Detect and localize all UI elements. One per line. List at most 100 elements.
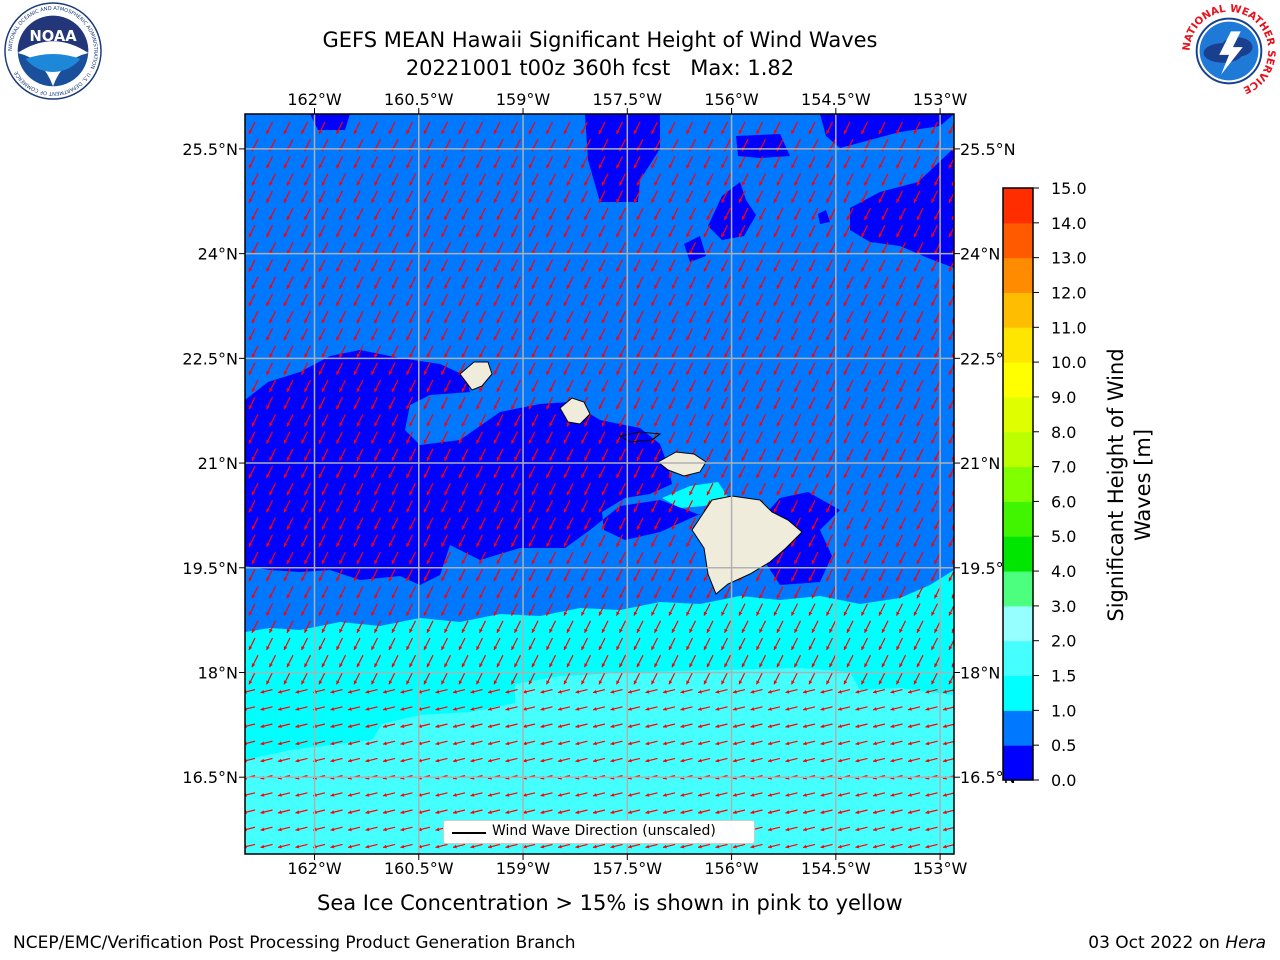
wind-arrow	[513, 207, 522, 221]
wind-arrow	[758, 482, 767, 496]
wind-arrow	[741, 654, 749, 668]
wind-arrow	[286, 517, 294, 530]
x-tick-label-bottom: 159°W	[496, 859, 551, 878]
wind-arrow	[505, 809, 518, 815]
wind-arrow	[580, 224, 589, 238]
wind-arrow	[855, 757, 868, 763]
wind-arrow	[440, 603, 449, 616]
wind-arrow	[913, 328, 921, 341]
wind-arrow	[790, 672, 799, 685]
wind-arrow	[528, 328, 536, 341]
wind-arrow	[685, 637, 694, 651]
wind-arrow	[248, 293, 256, 307]
wind-arrow	[370, 224, 379, 238]
wind-arrow	[662, 757, 676, 763]
wind-arrow	[680, 792, 693, 797]
wind-arrow	[347, 723, 361, 729]
wind-arrow	[898, 345, 907, 358]
wind-arrow	[618, 482, 627, 496]
wind-arrow	[440, 328, 449, 341]
wind-arrow	[685, 190, 694, 204]
wind-arrow	[863, 345, 872, 358]
wind-arrow	[758, 276, 767, 290]
wind-arrow	[318, 465, 326, 479]
wind-arrow	[598, 465, 606, 479]
wind-arrow	[860, 568, 869, 582]
wind-arrow	[633, 672, 641, 685]
wind-arrow	[773, 431, 781, 444]
wind-arrow	[513, 345, 522, 358]
wind-arrow	[286, 586, 294, 599]
wind-arrow	[382, 706, 396, 711]
wind-arrow	[260, 723, 273, 729]
wind-arrow	[265, 156, 274, 169]
wind-arrow	[715, 689, 728, 694]
wind-arrow	[338, 276, 347, 290]
wind-arrow	[505, 689, 518, 694]
wind-arrow	[688, 586, 697, 599]
wind-arrow	[440, 362, 449, 376]
wind-arrow	[846, 379, 854, 393]
wind-arrow	[335, 637, 344, 651]
wind-arrow	[610, 809, 623, 815]
wind-arrow	[776, 310, 784, 324]
wind-arrow	[356, 345, 364, 358]
wind-arrow	[592, 689, 606, 694]
wind-arrow	[706, 448, 714, 462]
wind-arrow	[650, 293, 659, 307]
wind-arrow	[650, 259, 659, 272]
wind-arrow	[443, 379, 452, 393]
wind-arrow	[767, 723, 781, 729]
wind-arrow	[758, 620, 767, 634]
wind-arrow	[790, 190, 799, 204]
ocean-low-region-ne4	[818, 210, 830, 224]
wind-arrow	[825, 224, 834, 238]
wind-arrow	[400, 809, 413, 815]
wind-arrow	[685, 121, 694, 135]
wind-arrow	[942, 826, 954, 832]
wind-arrow	[738, 603, 746, 616]
wind-arrow	[583, 414, 592, 427]
wind-arrow	[723, 276, 732, 290]
wind-arrow	[510, 431, 519, 444]
wind-arrow	[248, 362, 256, 376]
wind-arrow	[872, 689, 886, 694]
wind-arrow	[948, 569, 954, 582]
wind-arrow	[335, 156, 344, 169]
wind-arrow	[423, 121, 431, 135]
colorbar-label-line2: Waves [m]	[1131, 429, 1155, 541]
wind-arrow	[391, 654, 399, 668]
wind-arrow	[685, 293, 694, 307]
wind-arrow	[405, 259, 414, 272]
wind-arrow	[907, 757, 921, 763]
wind-arrow	[633, 328, 641, 341]
colorbar-segment-4	[1003, 605, 1033, 642]
wind-arrow	[545, 293, 554, 307]
wind-arrow	[423, 362, 431, 376]
y-tick-label-left: 18°N	[198, 663, 238, 682]
wind-arrow	[601, 586, 609, 599]
wind-arrow	[601, 173, 609, 186]
wind-arrow	[248, 534, 256, 548]
wind-arrow	[563, 500, 571, 513]
wind-arrow	[370, 637, 379, 651]
wind-arrow	[510, 465, 519, 479]
wind-arrow	[283, 224, 291, 238]
wind-arrow	[440, 396, 449, 410]
wind-arrow	[703, 190, 711, 204]
wind-arrow	[755, 431, 764, 444]
wind-arrow	[703, 293, 711, 307]
wind-arrow	[580, 328, 589, 341]
wind-arrow	[251, 379, 259, 393]
wind-arrow	[615, 431, 624, 444]
wind-arrow	[286, 345, 294, 358]
wind-arrow	[598, 362, 606, 376]
wind-arrow	[720, 637, 729, 651]
wind-arrow	[878, 156, 886, 169]
wind-arrow	[895, 259, 904, 272]
wind-arrow	[828, 310, 837, 324]
wind-arrow	[828, 551, 837, 565]
wind-arrow	[808, 293, 816, 307]
wind-arrow	[382, 826, 396, 832]
wind-arrow	[653, 345, 662, 358]
